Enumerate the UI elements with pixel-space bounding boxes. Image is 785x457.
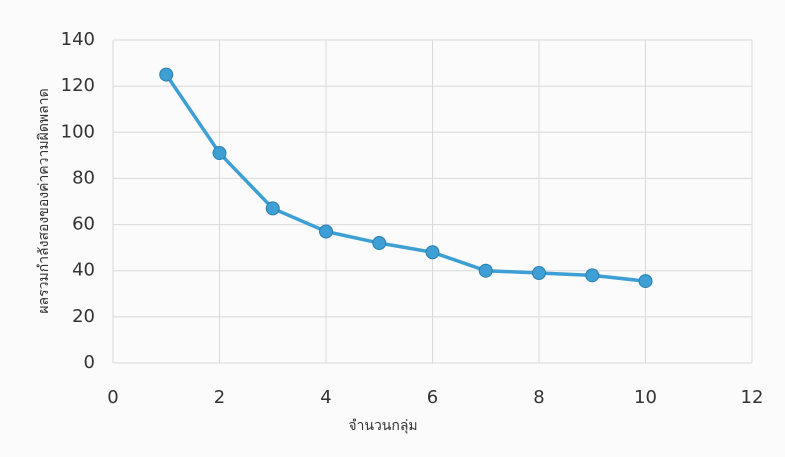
- point: [532, 266, 546, 281]
- y-tick-label: 0: [84, 352, 95, 373]
- point: [265, 201, 280, 216]
- y-tick-label: 120: [61, 75, 95, 96]
- x-tick-label: 8: [533, 387, 544, 408]
- x-tick-label: 12: [741, 387, 764, 408]
- x-axis-title: จำนวนกลุ่ม: [348, 418, 417, 434]
- y-tick-label: 140: [61, 29, 95, 50]
- x-tick-label: 4: [320, 387, 331, 408]
- y-tick-label: 80: [72, 167, 95, 188]
- x-tick-label: 6: [427, 387, 438, 408]
- y-axis-title: ผลรวมกำลังสองของค่าความผิดพลาด: [36, 88, 52, 313]
- point: [319, 224, 333, 239]
- x-tick-label: 2: [214, 387, 225, 408]
- y-tick-label: 100: [61, 121, 95, 142]
- point: [638, 274, 653, 289]
- y-tick-label: 40: [72, 260, 95, 281]
- line: [164, 73, 646, 283]
- point: [425, 245, 440, 260]
- y-tick-label: 20: [72, 306, 95, 327]
- y-tick-label: 60: [72, 214, 95, 235]
- point: [478, 263, 493, 278]
- x-tick-label: 0: [107, 387, 118, 408]
- point: [585, 268, 600, 283]
- x-tick-label: 10: [634, 387, 657, 408]
- point: [159, 67, 174, 82]
- point: [212, 146, 227, 161]
- point: [372, 236, 387, 251]
